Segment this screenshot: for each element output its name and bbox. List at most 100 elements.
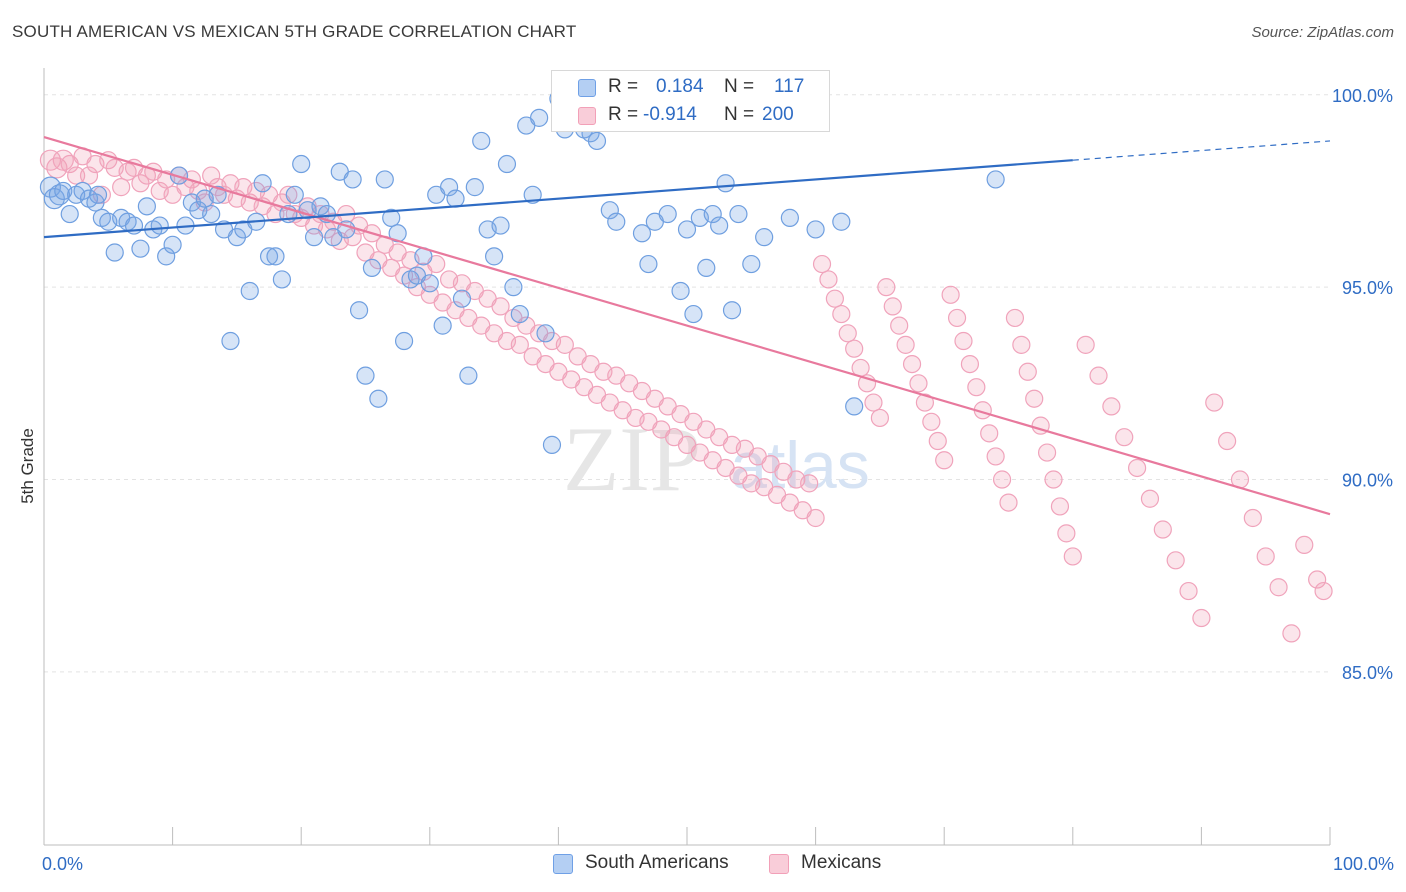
south-american-point xyxy=(703,204,722,224)
mexican-point xyxy=(1166,551,1185,570)
south-american-point xyxy=(60,204,79,224)
mexican-point xyxy=(510,335,529,354)
south-american-point xyxy=(497,154,517,174)
south-american-point xyxy=(600,201,619,220)
bottom-legend-label: South Americans xyxy=(585,852,729,873)
mexican-point xyxy=(986,447,1005,466)
south-american-point xyxy=(292,154,311,174)
south-american-points xyxy=(39,85,1005,454)
south-american-point xyxy=(677,220,697,239)
mexican-point xyxy=(915,393,935,412)
south-american-point xyxy=(266,247,285,266)
south-american-point xyxy=(433,316,452,335)
mexican-point xyxy=(1012,335,1031,354)
south-american-point xyxy=(202,204,221,224)
trend-lines xyxy=(43,136,1331,516)
south-american-point xyxy=(607,212,626,231)
mexican-point xyxy=(928,431,947,451)
south-american-trend-extension xyxy=(1072,140,1331,161)
mexican-point xyxy=(896,335,915,354)
south-american-point xyxy=(420,274,439,293)
south-american-point xyxy=(356,366,375,385)
mexican-point xyxy=(902,354,922,374)
y-tick-label: 90.0% xyxy=(1342,471,1393,491)
south-american-point xyxy=(780,208,799,227)
south-american-point xyxy=(697,258,716,278)
mexican-point xyxy=(1256,547,1275,566)
mexican-point xyxy=(1269,578,1288,597)
south-american-point xyxy=(446,189,465,208)
bottom-legend-label: Mexicans xyxy=(801,852,882,873)
legend-n-value: 200 xyxy=(762,104,794,125)
south-american-point xyxy=(272,270,292,289)
mexican-point xyxy=(838,324,857,343)
mexican-point xyxy=(954,331,973,351)
mexican-point xyxy=(806,508,825,528)
mexican-point xyxy=(890,316,909,335)
mexican-point xyxy=(1044,470,1063,489)
south-american-point xyxy=(349,301,369,320)
south-american-point xyxy=(710,216,729,235)
south-american-point xyxy=(150,216,169,235)
mexican-point xyxy=(960,354,980,374)
y-tick-label: 95.0% xyxy=(1342,278,1393,298)
south-american-point xyxy=(485,247,504,266)
mexican-point xyxy=(1314,581,1333,601)
mexican-point xyxy=(1218,431,1237,451)
south-american-point xyxy=(208,185,227,204)
mexican-trend-line xyxy=(43,136,1331,516)
watermark-zip: ZIP xyxy=(563,408,701,510)
south-american-point xyxy=(716,174,735,193)
south-american-point xyxy=(671,281,690,301)
mexican-point xyxy=(1140,489,1160,508)
mexican-point xyxy=(112,178,131,197)
south-american-point xyxy=(439,178,459,197)
south-american-point xyxy=(459,366,478,385)
bottom-legend-swatch-mexican xyxy=(769,854,789,874)
mexican-point xyxy=(947,308,967,328)
south-american-point xyxy=(587,131,607,151)
mexican-point xyxy=(800,474,819,493)
mexican-point xyxy=(1050,497,1070,516)
mexican-point xyxy=(1018,362,1037,381)
mexican-point xyxy=(1057,524,1076,543)
south-american-point xyxy=(369,389,388,408)
south-american-point xyxy=(722,301,742,320)
mexican-point xyxy=(967,378,986,397)
south-american-point xyxy=(375,170,394,189)
south-american-point xyxy=(742,254,761,274)
south-american-point xyxy=(304,228,324,247)
mexican-point xyxy=(812,254,832,274)
south-american-point xyxy=(131,239,150,258)
mexican-point xyxy=(864,393,883,412)
south-american-point xyxy=(221,331,240,351)
south-american-point xyxy=(632,224,652,243)
south-american-point xyxy=(536,324,555,343)
mexican-point xyxy=(909,374,928,393)
south-american-point xyxy=(285,185,304,204)
mexican-point xyxy=(1102,397,1121,416)
mexican-point xyxy=(1205,393,1224,412)
legend-n-label: N = xyxy=(724,76,755,97)
mexican-point xyxy=(870,408,890,428)
mexican-point xyxy=(1005,308,1025,328)
south-american-point xyxy=(105,243,124,262)
south-american-point xyxy=(472,131,491,151)
legend-r-value: 0.184 xyxy=(656,76,704,97)
south-american-point xyxy=(382,208,401,227)
mexican-point xyxy=(1295,535,1314,555)
mexican-point xyxy=(1025,389,1044,408)
mexican-point xyxy=(1153,520,1172,539)
south-american-trend-line xyxy=(43,159,1073,239)
mexican-point xyxy=(1115,428,1134,447)
south-american-point xyxy=(465,178,484,197)
south-american-point xyxy=(639,254,658,274)
mexican-point xyxy=(1179,581,1198,601)
legend-row-mexican: R = -0.914 N = 200 xyxy=(552,101,829,129)
mexican-point xyxy=(202,166,221,185)
legend-n-label: N = xyxy=(724,104,755,125)
mexican-point xyxy=(279,185,298,204)
mexican-points xyxy=(39,147,1333,643)
south-american-point xyxy=(530,108,549,127)
mexican-point xyxy=(1243,508,1262,528)
